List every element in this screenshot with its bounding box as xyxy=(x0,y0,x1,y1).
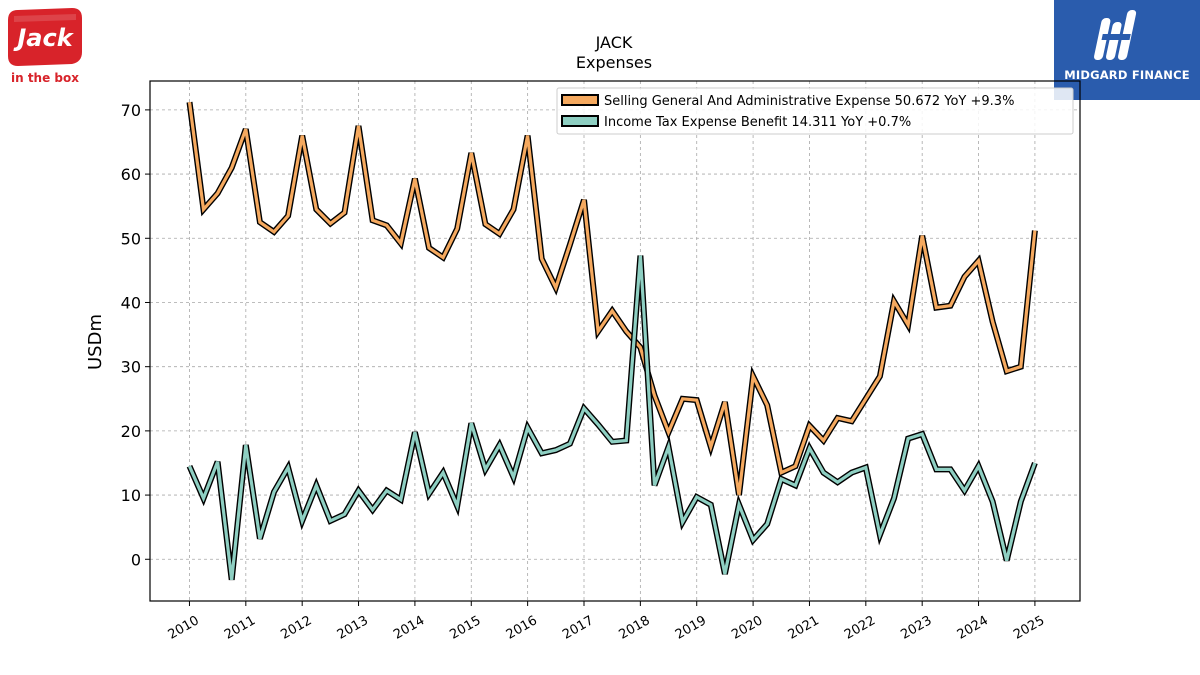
series-1 xyxy=(186,255,1038,581)
series-0 xyxy=(186,101,1038,496)
y-tick-label: 10 xyxy=(121,486,141,505)
legend-swatch xyxy=(561,115,599,127)
y-axis-label: USDm xyxy=(85,314,106,370)
y-tick-label: 0 xyxy=(131,550,141,569)
x-tick-label: 2010 xyxy=(166,613,202,643)
midgard-logo-mark xyxy=(1094,10,1137,60)
x-tick-label: 2022 xyxy=(842,613,878,643)
x-tick-label: 2017 xyxy=(560,613,596,643)
x-tick-label: 2011 xyxy=(222,613,258,643)
x-tick-label: 2014 xyxy=(391,613,427,643)
series-lines xyxy=(186,101,1038,581)
legend-box xyxy=(556,87,1074,135)
x-tick-label: 2016 xyxy=(504,613,540,643)
brand-name: MIDGARD FINANCE xyxy=(1064,68,1190,82)
y-tick-label: 20 xyxy=(121,422,141,441)
jack-logo-badge: Jack xyxy=(8,8,82,66)
series-outline xyxy=(186,255,1038,581)
grid-lines xyxy=(150,81,1080,601)
legend-swatch xyxy=(561,94,599,106)
brand-tagline: in the box xyxy=(10,71,79,85)
x-tick-label: 2025 xyxy=(1011,613,1047,643)
midgard-finance-logo: MIDGARD FINANCE xyxy=(1054,0,1200,100)
y-tick-label: 50 xyxy=(121,229,141,248)
series-line xyxy=(188,255,1037,580)
jack-in-the-box-logo: Jack in the box xyxy=(6,6,84,86)
y-tick-label: 40 xyxy=(121,293,141,312)
y-tick-label: 60 xyxy=(121,165,141,184)
legend-label: Income Tax Expense Benefit 14.311 YoY +0… xyxy=(604,115,911,130)
brand-name: Jack xyxy=(13,24,74,52)
y-tick-label: 70 xyxy=(121,101,141,120)
plot-frame xyxy=(149,80,1081,602)
x-tick-label: 2020 xyxy=(729,613,765,643)
legend-label: Selling General And Administrative Expen… xyxy=(604,94,1014,109)
x-tick-label: 2019 xyxy=(673,613,709,643)
x-tick-label: 2024 xyxy=(955,613,991,643)
x-tick-label: 2021 xyxy=(786,613,822,643)
legend: Selling General And Administrative Expen… xyxy=(556,87,1074,135)
x-tick-label: 2023 xyxy=(898,613,934,643)
x-tick-label: 2012 xyxy=(278,613,314,643)
x-tick-label: 2018 xyxy=(617,613,653,643)
x-tick-label: 2015 xyxy=(447,613,483,643)
chart-subtitle: Expenses xyxy=(576,53,652,72)
y-tick-label: 30 xyxy=(121,358,141,377)
x-tick-label: 2013 xyxy=(335,613,371,643)
series-line xyxy=(187,101,1037,496)
chart-title: JACK xyxy=(595,33,633,52)
